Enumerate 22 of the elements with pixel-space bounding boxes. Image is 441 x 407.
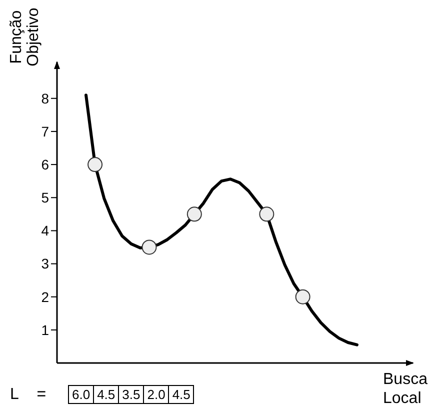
point — [259, 206, 274, 222]
x-axis-title: Busca Local — [383, 370, 428, 407]
y-tick-label: 2 — [41, 288, 50, 305]
y-tick-label: 4 — [41, 222, 50, 239]
text: 2.0 — [143, 386, 168, 403]
point — [88, 157, 103, 172]
y-tick-label: 7 — [41, 123, 50, 140]
text: L = — [10, 386, 48, 404]
point — [295, 289, 310, 304]
y-tick-label: 6 — [41, 156, 50, 173]
text: 6.0 — [71, 386, 92, 403]
text: 4.5 — [93, 386, 118, 403]
text: 4.5 — [168, 386, 194, 403]
point — [186, 206, 202, 222]
point — [142, 240, 157, 255]
y-tick-label: 1 — [41, 322, 50, 338]
line-series — [84, 94, 358, 346]
y-tick-label: 5 — [41, 190, 50, 206]
y-axis-title: Função Objetivo — [8, 6, 42, 68]
y-tick-label: 8 — [41, 90, 50, 106]
y-tick-label: 3 — [41, 256, 50, 272]
text: 3.5 — [118, 386, 144, 403]
